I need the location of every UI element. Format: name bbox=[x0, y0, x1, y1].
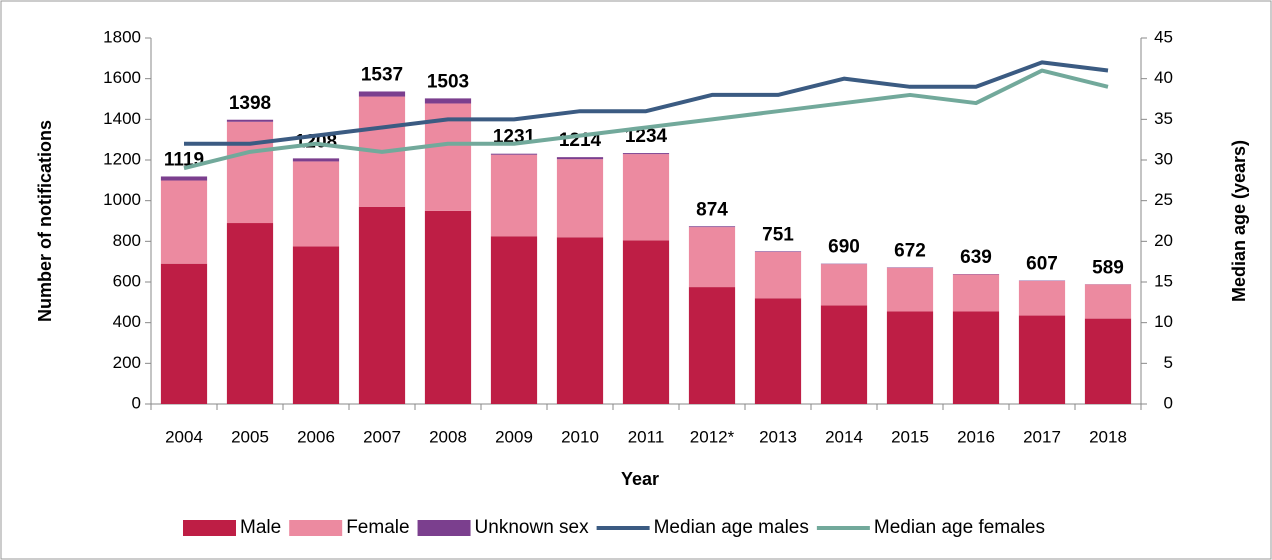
total-label: 672 bbox=[894, 240, 926, 261]
y-tick-label: 0 bbox=[132, 393, 141, 412]
y2-tick-label: 25 bbox=[1154, 190, 1173, 209]
x-tick-label: 2014 bbox=[825, 427, 863, 446]
legend-label: Median age males bbox=[654, 517, 809, 538]
y2-axis-title: Median age (years) bbox=[1229, 140, 1249, 302]
total-label: 1503 bbox=[427, 71, 469, 92]
bar-segment bbox=[952, 274, 1000, 312]
bar-segment bbox=[490, 154, 538, 237]
bar-segment bbox=[556, 237, 604, 404]
bar-segment bbox=[622, 153, 670, 155]
bar-segment bbox=[490, 236, 538, 404]
bar-segment bbox=[1018, 315, 1066, 404]
y-tick-label: 1600 bbox=[103, 68, 141, 87]
bar-segment bbox=[688, 287, 736, 404]
y2-tick-label: 10 bbox=[1154, 312, 1173, 331]
x-tick-label: 2012* bbox=[690, 427, 735, 446]
bar-segment bbox=[754, 298, 802, 404]
y2-tick-label: 0 bbox=[1164, 393, 1173, 412]
x-tick-label: 2018 bbox=[1089, 427, 1127, 446]
legend-swatch bbox=[417, 520, 471, 536]
bar-segment bbox=[424, 98, 472, 104]
legend-swatch bbox=[183, 520, 236, 536]
total-label: 751 bbox=[762, 224, 794, 245]
x-tick-label: 2017 bbox=[1023, 427, 1061, 446]
y2-tick-label: 30 bbox=[1154, 149, 1173, 168]
bar-segment bbox=[556, 159, 604, 238]
legend-label: Male bbox=[240, 517, 281, 538]
x-tick-label: 2013 bbox=[759, 427, 797, 446]
x-tick-label: 2008 bbox=[429, 427, 467, 446]
y2-tick-label: 15 bbox=[1154, 271, 1173, 290]
x-tick-label: 2016 bbox=[957, 427, 995, 446]
legend-label: Female bbox=[346, 517, 409, 538]
bar-segment bbox=[754, 251, 802, 299]
y-tick-label: 1400 bbox=[103, 109, 141, 128]
y-axis-title: Number of notifications bbox=[35, 120, 55, 322]
legend-label: Unknown sex bbox=[475, 517, 590, 538]
bar-segment bbox=[754, 251, 802, 252]
y-tick-label: 1000 bbox=[103, 190, 141, 209]
legend-swatch bbox=[289, 520, 343, 536]
x-tick-label: 2006 bbox=[297, 427, 335, 446]
y2-tick-label: 45 bbox=[1154, 27, 1173, 46]
bar-segment bbox=[292, 161, 340, 247]
bar-segment bbox=[688, 227, 736, 288]
x-tick-label: 2011 bbox=[628, 427, 665, 446]
x-tick-label: 2010 bbox=[561, 427, 599, 446]
bar-segment bbox=[358, 206, 406, 404]
bar-segment bbox=[952, 311, 1000, 404]
y2-tick-label: 5 bbox=[1164, 353, 1173, 372]
bar-segment bbox=[160, 180, 208, 264]
bar-segment bbox=[226, 121, 274, 224]
legend-label: Median age females bbox=[874, 517, 1045, 538]
total-label: 589 bbox=[1092, 257, 1124, 278]
total-label: 1398 bbox=[229, 93, 271, 114]
y-tick-label: 800 bbox=[113, 231, 141, 250]
y-tick-label: 1800 bbox=[103, 27, 141, 46]
bar-segment bbox=[490, 153, 538, 155]
total-label: 1537 bbox=[361, 64, 403, 85]
y-tick-label: 200 bbox=[113, 353, 141, 372]
bar-segment bbox=[886, 267, 934, 312]
x-tick-label: 2004 bbox=[165, 427, 203, 446]
bar-segment bbox=[622, 240, 670, 404]
bar-segment bbox=[358, 91, 406, 97]
y-tick-label: 400 bbox=[113, 312, 141, 331]
bar-segment bbox=[688, 226, 736, 228]
bar-segment bbox=[226, 119, 274, 122]
bar-segment bbox=[424, 210, 472, 404]
bar-segment bbox=[622, 154, 670, 241]
total-label: 690 bbox=[828, 237, 860, 258]
line-series bbox=[183, 68, 1109, 171]
bar-segment bbox=[226, 223, 274, 404]
bar-segment bbox=[1084, 284, 1132, 319]
total-label: 874 bbox=[696, 199, 728, 220]
x-tick-label: 2009 bbox=[495, 427, 533, 446]
y2-tick-label: 40 bbox=[1154, 68, 1173, 87]
bar-segment bbox=[160, 176, 208, 181]
bar-segment bbox=[160, 263, 208, 404]
total-label: 1234 bbox=[625, 126, 668, 147]
line-series bbox=[184, 60, 1109, 146]
bar-segment bbox=[1018, 280, 1066, 316]
y2-tick-label: 35 bbox=[1154, 109, 1173, 128]
total-label: 607 bbox=[1026, 254, 1058, 275]
x-tick-label: 2015 bbox=[891, 427, 929, 446]
total-label: 639 bbox=[960, 247, 992, 268]
bar-segment bbox=[820, 305, 868, 404]
y-tick-label: 600 bbox=[113, 271, 141, 290]
bar-segment bbox=[1084, 318, 1132, 404]
bar-segment bbox=[556, 157, 604, 160]
bar-segment bbox=[292, 246, 340, 404]
y2-tick-label: 20 bbox=[1154, 231, 1173, 250]
bar-segment bbox=[886, 311, 934, 404]
bar-segment bbox=[292, 158, 340, 162]
x-axis-title: Year bbox=[621, 469, 659, 489]
bar-segment bbox=[820, 264, 868, 306]
x-tick-label: 2005 bbox=[231, 427, 269, 446]
x-tick-label: 2007 bbox=[363, 427, 401, 446]
y-tick-label: 1200 bbox=[103, 149, 141, 168]
